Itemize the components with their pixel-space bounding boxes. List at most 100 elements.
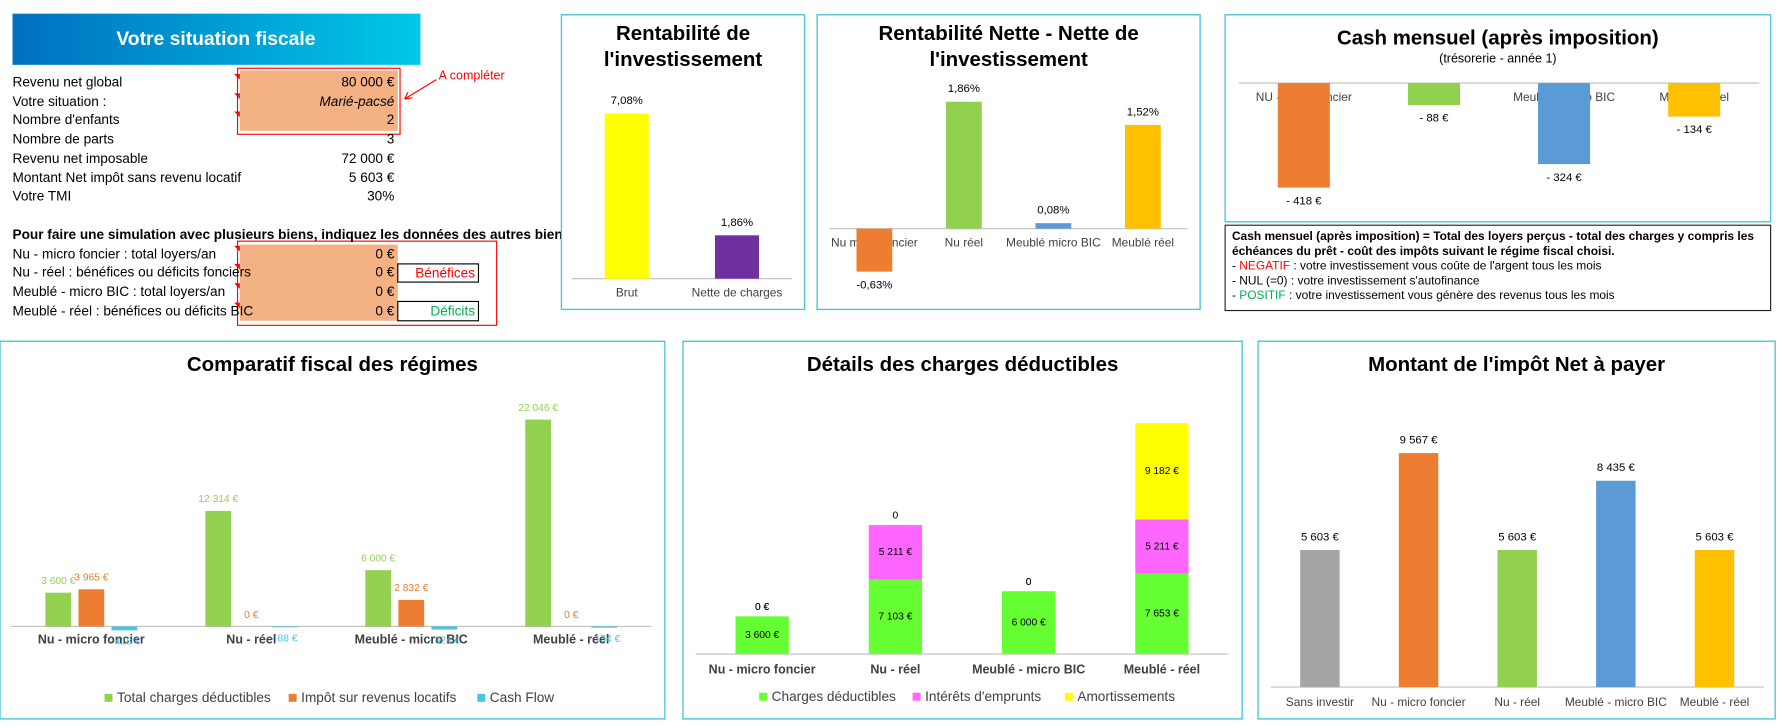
bar-segment	[1135, 573, 1189, 655]
field-value: 0 €	[375, 303, 394, 318]
legend-label: Cash Flow	[490, 690, 554, 705]
bar	[714, 235, 760, 279]
legend-label: Total charges déductibles	[117, 690, 271, 705]
field-label: Revenu net imposable	[13, 151, 149, 166]
note-item: - NUL (=0) : votre investissement s'auto…	[1232, 274, 1764, 289]
annotation-arrow	[404, 79, 437, 100]
data-label: - 418 €	[108, 636, 140, 647]
data-label: 9 182 €	[1145, 466, 1179, 477]
bar-segment	[868, 525, 923, 580]
data-label: - 134 €	[588, 634, 620, 645]
field-label: Nu - réel : bénéfices ou déficits foncie…	[13, 265, 252, 280]
legend-swatch	[759, 692, 768, 701]
data-label: 8 435 €	[1597, 462, 1636, 474]
bar	[1497, 550, 1537, 688]
field-label: Meublé - micro BIC : total loyers/an	[13, 284, 226, 299]
data-label: 0	[1026, 577, 1032, 588]
data-label: 9 567 €	[1400, 435, 1439, 447]
chart-title: Rentabilité de l'investissement	[603, 21, 763, 71]
bar	[271, 626, 298, 628]
result-box	[397, 263, 480, 283]
field-label: Nombre de parts	[13, 132, 115, 147]
data-label: 0	[1026, 577, 1032, 588]
bar	[856, 228, 893, 272]
category-label: Meublé - micro BIC	[355, 632, 468, 646]
note-text: - NUL (=0) : votre investissement s'auto…	[1231, 274, 1480, 288]
bar	[398, 599, 425, 627]
bar	[205, 510, 232, 627]
data-label: 1,52%	[1127, 106, 1159, 118]
input-area	[239, 70, 398, 131]
category-label: Meublé réel	[1112, 236, 1174, 250]
category-label: Meublé - micro BIC	[972, 662, 1085, 676]
note-keyword: NEGATIF	[1239, 259, 1291, 273]
field-label: Nu - micro foncier : total loyers/an	[13, 246, 217, 261]
result-label: Déficits	[430, 303, 475, 318]
field-value: 0 €	[375, 284, 394, 299]
panel-header	[12, 13, 421, 65]
annotation: A compléter	[439, 69, 505, 83]
data-label: - 324 €	[1546, 172, 1582, 184]
bar	[591, 626, 618, 628]
data-label: 5 603 €	[1301, 532, 1340, 544]
result-box	[397, 300, 480, 322]
comment-flag	[234, 263, 240, 270]
legend-swatch	[477, 693, 486, 702]
category-label: Meublé - réel	[1124, 662, 1200, 676]
field-label: Meublé - réel : bénéfices ou déficits BI…	[13, 303, 254, 318]
bar-segment	[1135, 423, 1189, 520]
bar	[1694, 550, 1735, 688]
bar-segment	[868, 579, 923, 655]
legend-label: Intérêts d'emprunts	[925, 689, 1041, 704]
category-label: Nette de charges	[692, 286, 783, 300]
chart-subtitle: (trésorerie - année 1)	[1439, 52, 1557, 66]
bar	[1398, 453, 1439, 688]
data-label: 0 €	[564, 610, 579, 621]
input-area	[239, 244, 398, 321]
chart-title: Rentabilité Nette - Nette de l'investiss…	[878, 21, 1139, 71]
note-item: - POSITIF : votre investissement vous gé…	[1232, 289, 1764, 304]
bar-segment	[1135, 519, 1189, 574]
category-label: Meublé - réel	[533, 632, 609, 646]
bar	[45, 592, 72, 627]
panel-title: Votre situation fiscale	[116, 29, 315, 50]
data-label: 0,08%	[1037, 205, 1069, 217]
bar	[1300, 550, 1340, 688]
category-label: Nu réel	[945, 236, 983, 250]
data-label: 5 211 €	[1145, 541, 1179, 552]
bar	[1668, 83, 1721, 117]
note-marker: -	[1231, 259, 1236, 273]
note-marker: -	[1231, 288, 1236, 303]
data-label: 5 603 €	[1498, 532, 1537, 544]
category-label: Nu - micro foncier	[1372, 695, 1466, 709]
category-label: Meublé micro BIC	[1006, 236, 1101, 250]
field-value: 5 603 €	[349, 170, 395, 185]
data-label: 7 103 €	[878, 612, 912, 623]
data-label: - 88 €	[271, 633, 297, 644]
chart-title: Cash mensuel (après imposition)	[1337, 26, 1659, 49]
legend-label: Impôt sur revenus locatifs	[301, 690, 456, 705]
data-label: 12 314 €	[198, 494, 238, 505]
field-value: 72 000 €	[341, 151, 394, 166]
data-label: 3 600 €	[745, 630, 779, 641]
field-value: 30%	[367, 188, 394, 203]
chart-title: Détails des charges déductibles	[806, 352, 1119, 376]
bar	[1035, 223, 1072, 229]
legend-swatch	[1064, 692, 1073, 701]
data-label: -0,63%	[856, 279, 892, 291]
legend-swatch	[288, 693, 297, 702]
legend-swatch	[912, 692, 921, 701]
chart-frame	[560, 14, 806, 311]
bar	[1538, 83, 1591, 165]
note: Cash mensuel (après imposition) = Total …	[1232, 230, 1764, 304]
bar	[1277, 83, 1330, 188]
bar-segment	[735, 616, 789, 655]
bar	[945, 101, 982, 229]
data-label: 3 600 €	[41, 576, 75, 587]
data-label: 6 000 €	[1012, 617, 1046, 628]
data-label: 0	[893, 511, 899, 522]
input-frame	[236, 67, 401, 135]
category-label: Nu - réel	[226, 632, 276, 646]
data-label: 0 €	[755, 602, 770, 613]
